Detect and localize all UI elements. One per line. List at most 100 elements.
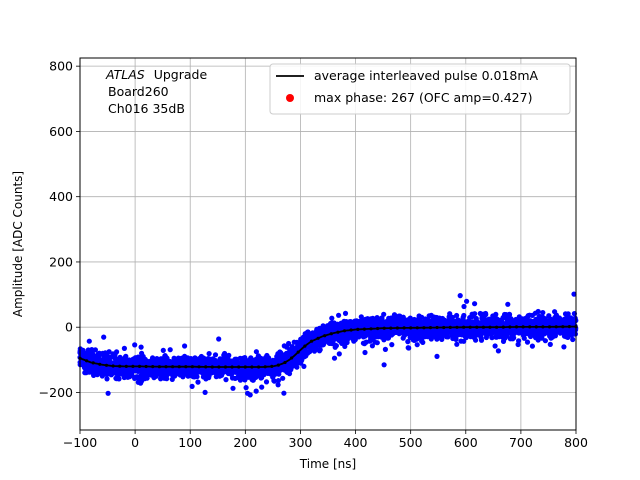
scatter-point <box>189 383 195 389</box>
average-pulse-point <box>468 325 472 329</box>
scatter-point <box>206 356 213 362</box>
scatter-point <box>235 369 241 376</box>
scatter-point <box>356 334 362 340</box>
scatter-point <box>377 322 383 329</box>
scatter-point <box>253 358 259 364</box>
scatter-point <box>312 331 318 337</box>
scatter-point <box>548 321 554 327</box>
scatter-point <box>202 389 208 395</box>
scatter-point <box>542 338 549 344</box>
scatter-point <box>472 301 478 307</box>
scatter-point <box>500 335 506 341</box>
average-pulse-point <box>501 325 505 329</box>
x-tick-label: −100 <box>63 435 97 450</box>
scatter-point <box>489 334 495 340</box>
scatter-point <box>105 390 111 396</box>
scatter-point <box>294 360 300 366</box>
average-pulse-point <box>389 326 393 330</box>
scatter-point <box>344 339 350 346</box>
average-pulse-point <box>157 365 161 369</box>
y-axis-ticks: −200 0 200 400 600 800 <box>39 59 80 400</box>
average-pulse-point <box>481 325 485 329</box>
scatter-point <box>519 329 525 335</box>
y-tick-label: 800 <box>49 59 73 74</box>
average-pulse-point <box>98 362 102 366</box>
average-pulse-point <box>230 365 234 369</box>
scatter-point <box>80 347 86 353</box>
legend-dot-swatch <box>286 94 294 102</box>
scatter-point <box>244 369 250 375</box>
average-pulse-point <box>356 327 360 331</box>
scatter-point <box>423 330 429 336</box>
scatter-point <box>275 378 281 384</box>
scatter-point <box>307 349 313 355</box>
scatter-point <box>115 357 122 363</box>
average-pulse-point <box>508 325 512 329</box>
average-pulse-point <box>257 365 261 369</box>
average-pulse-point <box>554 325 558 329</box>
scatter-point <box>536 321 542 327</box>
average-pulse-point <box>223 365 228 369</box>
scatter-point <box>245 390 251 396</box>
scatter-point <box>263 379 270 385</box>
scatter-point <box>446 318 452 324</box>
average-pulse-point <box>283 360 287 365</box>
scatter-point <box>181 369 187 375</box>
scatter-point <box>253 349 259 355</box>
scatter-point <box>414 342 420 348</box>
scatter-point <box>570 336 576 343</box>
average-pulse-point <box>442 325 446 330</box>
average-pulse-point <box>329 332 333 336</box>
average-pulse-point <box>547 325 552 329</box>
x-tick-label: 300 <box>289 435 313 450</box>
scatter-point <box>332 342 338 348</box>
scatter-point <box>301 363 307 369</box>
scatter-point <box>136 376 142 382</box>
average-pulse-point <box>118 364 122 368</box>
scatter-point <box>483 334 489 341</box>
scatter-point <box>492 343 498 349</box>
scatter-point <box>82 370 88 376</box>
scatter-point <box>422 318 428 324</box>
scatter-point <box>387 319 393 325</box>
scatter-point <box>434 336 440 342</box>
scatter-point <box>228 371 235 378</box>
average-pulse-point <box>495 325 499 329</box>
scatter-point <box>469 332 475 338</box>
scatter-point <box>528 318 534 324</box>
scatter-point <box>93 368 99 374</box>
average-pulse-point <box>435 325 439 330</box>
scatter-point <box>375 317 382 323</box>
average-pulse-point <box>111 364 115 368</box>
scatter-point <box>561 344 567 350</box>
scatter-point <box>171 355 177 361</box>
average-pulse-point <box>376 326 380 331</box>
scatter-point <box>280 375 286 381</box>
average-pulse-point <box>422 326 426 330</box>
average-pulse-point <box>514 325 519 329</box>
scatter-point <box>132 375 138 381</box>
scatter-point <box>298 360 304 366</box>
scatter-point <box>222 368 228 374</box>
scatter-point <box>206 351 212 357</box>
scatter-point <box>552 314 558 321</box>
scatter-point <box>415 333 421 339</box>
scatter-point <box>351 320 358 326</box>
legend: average interleaved pulse 0.018mA max ph… <box>269 63 571 115</box>
scatter-point <box>144 367 150 373</box>
scatter-point <box>461 303 467 310</box>
scatter-point <box>304 337 310 343</box>
scatter-point <box>260 361 266 367</box>
average-pulse-point <box>243 365 247 369</box>
scatter-point <box>159 358 165 364</box>
scatter-point <box>101 355 107 361</box>
scatter-point <box>319 341 325 347</box>
scatter-point <box>562 317 569 323</box>
scatter-point <box>391 312 398 318</box>
scatter-point <box>536 328 542 335</box>
average-pulse-point <box>303 344 307 348</box>
scatter-point <box>132 342 138 348</box>
scatter-point <box>429 317 436 323</box>
scatter-point <box>275 351 281 357</box>
scatter-point <box>331 355 338 361</box>
